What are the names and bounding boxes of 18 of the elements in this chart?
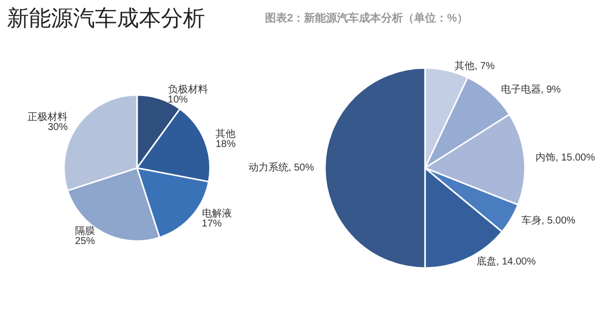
- slice-label: 其他, 7%: [454, 60, 495, 72]
- data-label: 17%: [202, 218, 222, 230]
- slice-label: 动力系统, 50%: [248, 162, 314, 174]
- slice-label: 电解液: [202, 207, 232, 220]
- data-label: 10%: [168, 94, 188, 106]
- slice-label: 车身, 5.00%: [522, 214, 576, 226]
- slice-label: 内饰, 15.00%: [536, 152, 596, 164]
- slice-label: 正极材料: [28, 111, 68, 124]
- slice-label: 隔膜: [75, 225, 96, 238]
- chart-subtitle: 图表2：新能源汽车成本分析（单位：%）: [265, 12, 468, 24]
- data-label: 25%: [75, 236, 96, 248]
- slice-label: 底盘, 14.00%: [476, 256, 536, 268]
- slice-label: 其他: [216, 128, 236, 140]
- data-label: 30%: [48, 122, 68, 134]
- slice-label: 电子电器, 9%: [500, 83, 561, 96]
- chart-title: 新能源汽车成本分析: [7, 6, 205, 30]
- slice-label: 负极材料: [168, 83, 208, 96]
- data-label: 18%: [216, 139, 236, 150]
